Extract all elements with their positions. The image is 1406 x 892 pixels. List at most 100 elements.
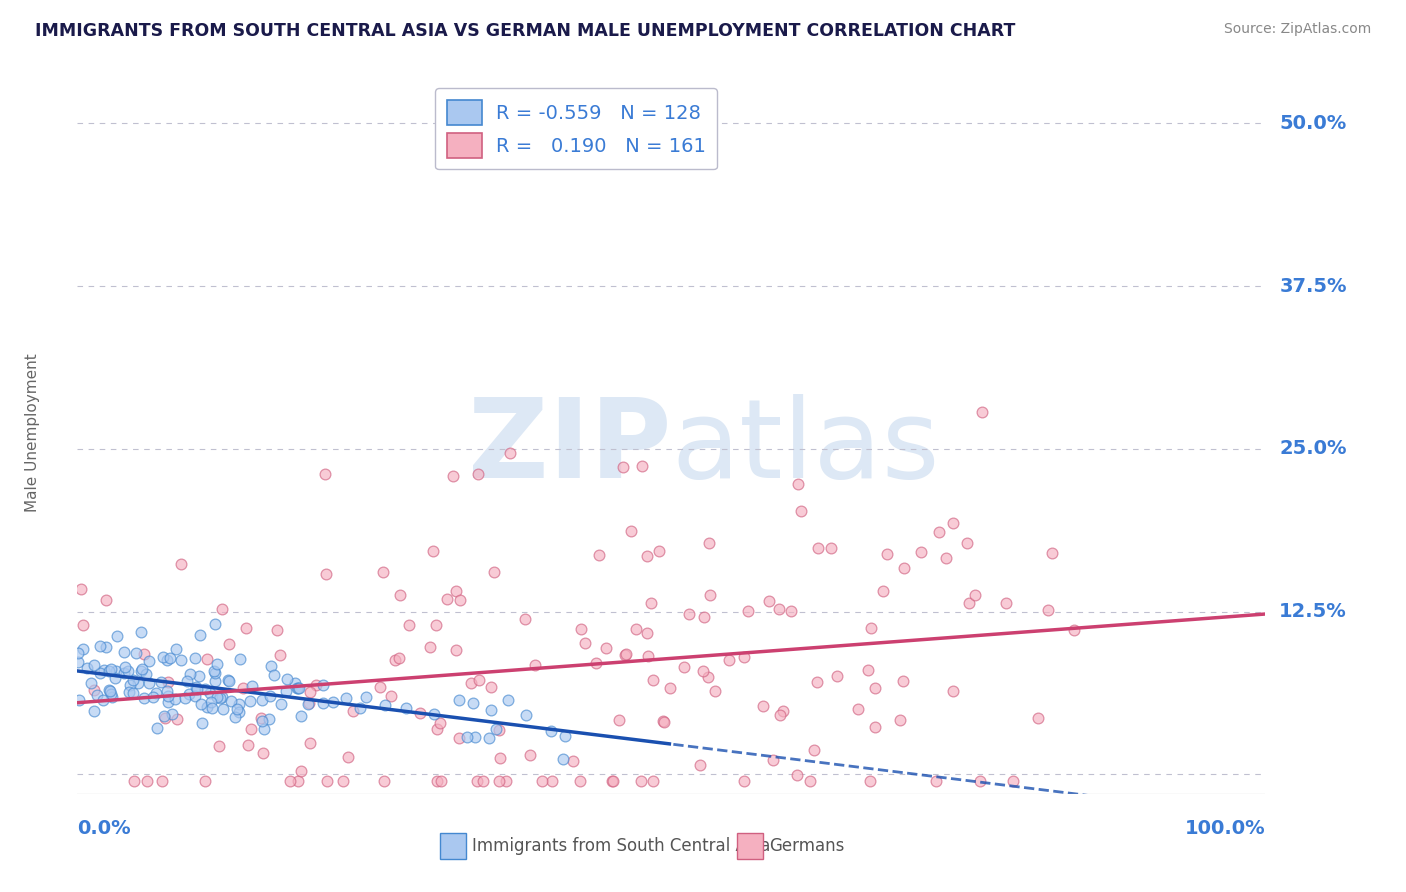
Text: 50.0%: 50.0% [1279, 114, 1347, 133]
Point [519, 747, 541, 762]
Point [105, 664, 128, 678]
Point [67, 646, 90, 660]
Point [935, 551, 957, 566]
Point [488, 751, 510, 765]
Point [263, 668, 285, 682]
Point [388, 651, 411, 665]
Point [699, 588, 721, 602]
Point [284, 676, 307, 690]
Point [145, 686, 167, 700]
Point [447, 731, 470, 745]
Point [208, 739, 231, 753]
Point [153, 711, 176, 725]
Point [184, 680, 207, 694]
Point [149, 675, 172, 690]
Point [737, 604, 759, 618]
Point [228, 705, 250, 719]
Point [315, 566, 337, 581]
Point [101, 690, 124, 704]
Point [117, 664, 139, 678]
Point [672, 660, 695, 674]
Point [488, 723, 510, 737]
Point [194, 682, 217, 697]
Point [226, 702, 249, 716]
Point [94, 640, 117, 654]
Point [467, 467, 489, 481]
Point [72, 618, 94, 632]
Point [602, 773, 624, 788]
Point [253, 722, 276, 736]
Point [464, 730, 486, 744]
Point [122, 673, 145, 687]
Point [859, 621, 882, 635]
Point [188, 627, 211, 641]
Text: 37.5%: 37.5% [1279, 277, 1347, 295]
Point [83, 682, 105, 697]
Point [266, 623, 288, 637]
Point [389, 588, 412, 602]
Point [170, 653, 193, 667]
Point [135, 773, 157, 788]
Point [846, 701, 869, 715]
Point [786, 767, 808, 781]
Point [647, 544, 669, 558]
Point [290, 764, 312, 779]
Point [468, 673, 491, 688]
Point [146, 721, 169, 735]
Point [67, 655, 90, 669]
Point [540, 724, 562, 739]
Point [274, 684, 297, 698]
Point [485, 722, 508, 736]
Point [98, 683, 121, 698]
Point [342, 704, 364, 718]
Point [236, 738, 259, 752]
Point [790, 504, 813, 518]
Point [156, 675, 179, 690]
Point [118, 684, 141, 698]
Point [219, 693, 242, 707]
Point [637, 649, 659, 664]
Text: IMMIGRANTS FROM SOUTH CENTRAL ASIA VS GERMAN MALE UNEMPLOYMENT CORRELATION CHART: IMMIGRANTS FROM SOUTH CENTRAL ASIA VS GE… [35, 22, 1015, 40]
Point [499, 445, 522, 459]
Point [212, 702, 235, 716]
Point [956, 536, 979, 550]
Point [380, 689, 402, 703]
Point [157, 690, 180, 704]
Point [259, 689, 281, 703]
Point [322, 695, 344, 709]
Point [733, 773, 755, 788]
Point [479, 681, 502, 695]
Point [335, 690, 357, 705]
Point [488, 773, 510, 788]
Point [969, 773, 991, 788]
Text: 25.0%: 25.0% [1279, 440, 1347, 458]
Point [98, 664, 121, 678]
Point [337, 750, 360, 764]
Bar [440, 833, 465, 859]
Point [89, 665, 111, 680]
Point [239, 694, 262, 708]
Point [332, 773, 354, 788]
Point [772, 704, 794, 718]
Point [179, 688, 201, 702]
Point [461, 696, 484, 710]
Point [218, 673, 240, 688]
Point [91, 692, 114, 706]
Point [449, 592, 471, 607]
Point [124, 646, 146, 660]
Point [787, 477, 810, 491]
Point [957, 596, 980, 610]
Point [287, 681, 309, 695]
Point [297, 696, 319, 710]
Point [910, 545, 932, 559]
Point [152, 650, 174, 665]
Point [495, 773, 517, 788]
Point [201, 701, 224, 715]
Point [422, 543, 444, 558]
Point [224, 710, 246, 724]
Point [269, 648, 291, 662]
Point [1040, 546, 1063, 560]
Point [858, 663, 880, 677]
Point [426, 773, 449, 788]
Point [562, 754, 585, 768]
